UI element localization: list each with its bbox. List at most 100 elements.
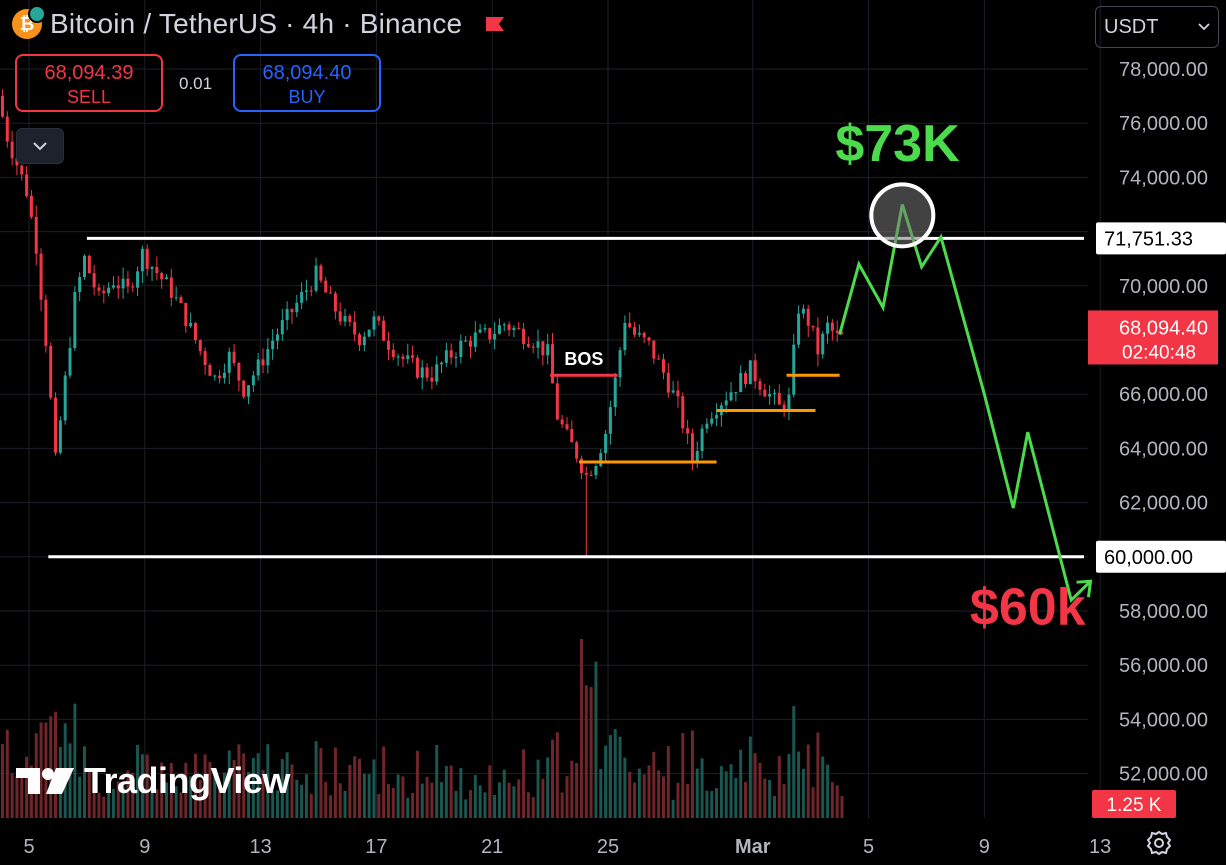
candle-body: [584, 473, 588, 475]
candle-body: [150, 267, 154, 269]
volume-bar: [507, 782, 511, 818]
candle-body: [333, 293, 337, 312]
volume-bar: [608, 735, 612, 818]
y-axis-tick-label: 70,000.00: [1119, 276, 1208, 298]
volume-bar: [719, 766, 723, 818]
candle-body: [324, 280, 328, 293]
candle-body: [102, 290, 106, 294]
volume-bar: [531, 797, 535, 818]
candle-body: [401, 356, 405, 360]
volume-bar: [116, 781, 120, 818]
current-price-label: 68,094.40: [1119, 317, 1208, 339]
volume-bar: [169, 763, 173, 818]
sell-button[interactable]: 68,094.39 SELL: [15, 54, 163, 112]
candle-body: [111, 285, 115, 288]
volume-bar: [657, 770, 661, 818]
candle-body: [483, 328, 487, 330]
candle-body: [657, 358, 661, 360]
candle-body: [295, 302, 299, 313]
volume-bar: [705, 790, 709, 818]
candle-body: [594, 465, 598, 476]
buy-button[interactable]: 68,094.40 BUY: [233, 54, 381, 112]
candle-body: [367, 329, 371, 337]
collapse-button[interactable]: [16, 128, 64, 164]
volume-bar: [541, 778, 545, 818]
volume-bar: [87, 770, 91, 818]
volume-bar: [734, 778, 738, 818]
candle-body: [599, 453, 603, 466]
volume-bar: [589, 687, 593, 818]
volume-bar: [372, 759, 376, 818]
candle-body: [488, 328, 492, 340]
level-price-label-bg: [1096, 540, 1226, 573]
candle-body: [107, 287, 111, 294]
volume-bar: [0, 744, 4, 818]
candle-body: [338, 311, 342, 322]
candle-body: [695, 451, 699, 461]
candle-body: [816, 327, 820, 355]
volume-bar: [444, 766, 448, 818]
gear-icon[interactable]: [1146, 830, 1172, 856]
volume-bar: [811, 787, 815, 818]
volume-bar: [54, 711, 58, 818]
volume-bar: [642, 774, 646, 818]
candle-body: [261, 359, 265, 366]
volume-bar: [382, 746, 386, 818]
volume-bar: [25, 756, 29, 818]
volume-bar: [715, 788, 719, 818]
candle-body: [155, 267, 159, 274]
volume-bar: [753, 753, 757, 818]
candle-body: [551, 344, 555, 384]
volume-bar: [628, 771, 632, 818]
candle-body: [613, 377, 617, 408]
candle-body: [661, 359, 665, 373]
candle-body: [280, 320, 284, 335]
volume-bar: [522, 749, 526, 818]
volume-bar: [10, 773, 14, 818]
volume-bar: [686, 783, 690, 818]
projection-path: [838, 204, 1092, 604]
candle-body: [589, 474, 593, 476]
candle-body: [715, 415, 719, 419]
candle-body: [826, 322, 830, 334]
volume-bar: [816, 732, 820, 818]
volume-bar: [512, 786, 516, 818]
volume-bar: [671, 799, 675, 818]
volume-bar: [483, 792, 487, 818]
candle-body: [266, 349, 270, 366]
volume-bar: [174, 786, 178, 818]
candle-body: [39, 253, 43, 300]
candle-body: [768, 393, 772, 397]
candle-body: [744, 373, 748, 385]
flag-icon[interactable]: [484, 15, 506, 33]
volume-bar: [546, 757, 550, 818]
y-axis-tick-label: 66,000.00: [1119, 384, 1208, 406]
volume-bar: [420, 783, 424, 818]
candle-body: [174, 297, 178, 299]
candle-body: [0, 96, 4, 117]
volume-bar: [165, 782, 169, 818]
candle-body: [5, 116, 9, 142]
volume-bar: [661, 776, 665, 818]
candle-body: [468, 340, 472, 347]
candle-body: [242, 380, 246, 397]
currency-select[interactable]: USDT: [1095, 6, 1219, 48]
candle-body: [82, 255, 86, 278]
volume-bar: [362, 773, 366, 818]
candle-body: [396, 356, 400, 358]
candle-body: [835, 330, 839, 333]
candle-body: [358, 334, 362, 346]
volume-bar: [604, 745, 608, 818]
candle-body: [275, 334, 279, 341]
candle-body: [222, 372, 226, 379]
volume-bar: [329, 795, 333, 818]
volume-bar: [763, 778, 767, 818]
buy-price: 68,094.40: [262, 62, 352, 84]
symbol-title[interactable]: Bitcoin / TetherUS · 4h · Binance: [50, 8, 463, 39]
volume-bar: [126, 770, 130, 818]
volume-bar: [261, 770, 265, 818]
volume-bar: [78, 776, 82, 818]
volume-bar: [251, 757, 255, 818]
candle-body: [517, 327, 521, 329]
